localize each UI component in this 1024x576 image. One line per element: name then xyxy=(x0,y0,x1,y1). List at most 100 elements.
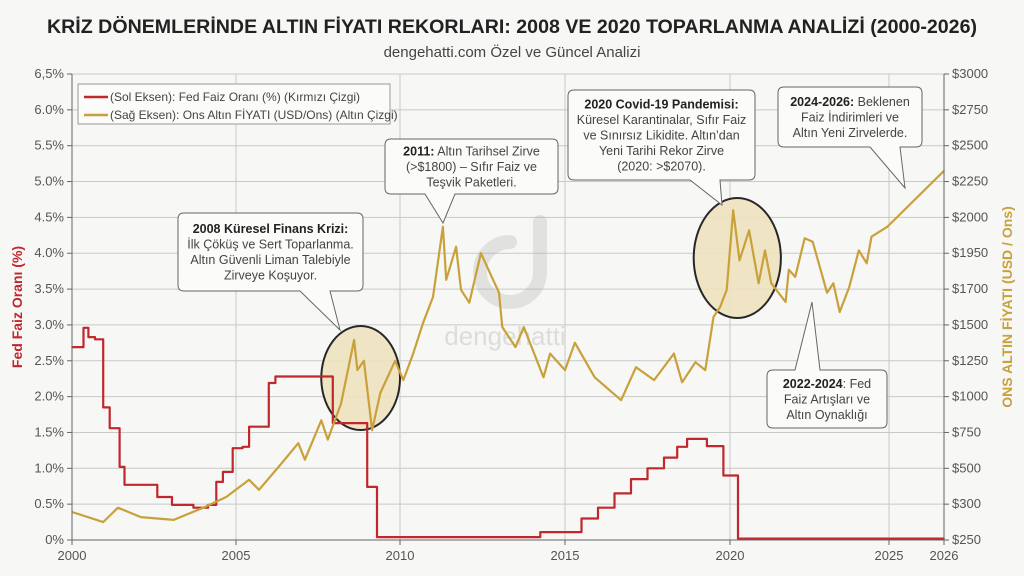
gold-price-point xyxy=(794,276,796,278)
gold-price-point xyxy=(870,235,873,238)
fed-rate-point xyxy=(630,478,632,480)
gold-price-point xyxy=(542,376,545,379)
fed-rate-point xyxy=(192,506,195,509)
x-tick-label: 2015 xyxy=(551,548,580,563)
gold-price-point xyxy=(297,442,300,445)
gold-price-point xyxy=(811,240,814,243)
y-left-tick-label: 0.5% xyxy=(34,496,64,511)
fed-rate-point xyxy=(151,483,154,486)
gold-price-point xyxy=(258,489,260,491)
gold-price-point xyxy=(681,381,683,384)
callout-line: Altın Oynaklığı xyxy=(786,408,867,422)
callout-text-segment: Zirveye Koşuyor. xyxy=(224,269,317,283)
gold-price-point xyxy=(564,369,566,371)
gold-price-point xyxy=(857,249,860,252)
y-right-tick-label: $1700 xyxy=(952,281,988,296)
gold-price-point xyxy=(320,419,323,422)
gold-price-point xyxy=(498,291,500,294)
chart-subtitle: dengehatti.com Özel ve Güncel Analizi xyxy=(384,43,641,61)
y-left-tick-label: 1.0% xyxy=(34,460,64,475)
callout-line: Zirveye Koşuyor. xyxy=(224,269,317,283)
gold-price-point xyxy=(803,237,806,239)
fed-rate-point xyxy=(82,326,85,329)
fed-rate-point xyxy=(171,504,173,506)
y-right-tick-label: $1250 xyxy=(952,353,988,368)
y-right-tick-label: $500 xyxy=(952,460,981,475)
gold-price-point xyxy=(832,282,835,285)
callout-box xyxy=(766,301,888,429)
y-left-tick-label: 6,5% xyxy=(34,66,64,81)
callout-text-segment: 2011: xyxy=(403,144,434,158)
callout-line: ve Sınırsız Likidite. Altın’dan xyxy=(583,128,739,142)
fed-rate-point xyxy=(268,382,270,384)
x-tick-label: 2026 xyxy=(930,548,959,563)
y-left-tick-label: 6.0% xyxy=(34,102,64,117)
fed-rate-point xyxy=(215,481,218,483)
gold-price-point xyxy=(826,291,828,294)
callout-box xyxy=(777,86,923,190)
gold-price-point xyxy=(704,369,707,371)
gold-price-point xyxy=(725,288,728,291)
watermark-logo: dengehatti xyxy=(444,215,566,351)
gold-price-point xyxy=(732,209,734,212)
y-left-tick-label: 1.5% xyxy=(34,424,64,439)
gold-price-point xyxy=(770,282,773,285)
fed-rate-point xyxy=(156,496,159,498)
y-right-tick-label: $250 xyxy=(952,532,981,547)
fed-rate-point xyxy=(580,517,583,520)
gold-price-point xyxy=(522,326,525,328)
gold-price-point xyxy=(694,361,697,364)
y-right-tick-label: $2250 xyxy=(952,174,988,189)
gold-price-point xyxy=(340,402,342,405)
gold-price-point xyxy=(225,496,227,498)
gold-price-point xyxy=(102,521,104,523)
fed-rate-point xyxy=(613,492,616,495)
fed-rate-point xyxy=(94,338,96,341)
callout-box xyxy=(177,212,364,332)
y-left-tick-label: 4.0% xyxy=(34,245,64,260)
legend: (Sol Eksen): Fed Faiz Oranı (%) (Kırmızı… xyxy=(77,83,398,125)
gold-price-point xyxy=(140,516,142,518)
gold-price-point xyxy=(460,288,462,291)
gold-price-point xyxy=(363,359,365,362)
y-right-label: ONS ALTIN FİYATI (USD / Ons) xyxy=(999,206,1015,407)
callout-text-segment: 2024-2026: xyxy=(790,95,854,109)
fed-rate-point xyxy=(676,446,678,448)
fed-rate-point xyxy=(567,531,570,533)
y-left-label: Fed Faiz Oranı (%) xyxy=(9,246,25,368)
callout-line: 2020 Covid-19 Pandemisi: xyxy=(584,97,738,111)
y-right-tick-label: $3000 xyxy=(952,66,988,81)
callout-text-segment: (2020: >$2070). xyxy=(617,159,706,173)
gold-price-point xyxy=(327,438,329,441)
gold-price-point xyxy=(172,519,175,521)
fed-rate-point xyxy=(118,466,121,468)
callout-2008: 2008 Küresel Finans Krizi: İlk Çöküş ve S… xyxy=(177,212,364,332)
gold-price-point xyxy=(838,311,841,313)
gold-price-point xyxy=(886,225,889,228)
gold-price-point xyxy=(719,306,721,308)
gold-price-point xyxy=(764,249,766,252)
callout-box xyxy=(384,138,559,225)
callout-line: Altın Yeni Zirvelerde. xyxy=(793,126,908,140)
gold-price-point xyxy=(865,262,868,265)
y-right-tick-label: $300 xyxy=(952,496,981,511)
fed-rate-point xyxy=(222,471,224,473)
fed-rate-point xyxy=(706,445,708,447)
legend-label-gold: (Sağ Eksen): Ons Altın FİYATI (USD/Ons) … xyxy=(110,108,398,122)
callout-text-segment: Küresel Karantinalar, Sıfır Faiz xyxy=(577,113,747,127)
gold-price-point xyxy=(117,506,119,509)
gold-price-point xyxy=(501,326,504,328)
highlight-circle-2020 xyxy=(692,197,782,319)
fed-rate-point xyxy=(166,496,168,498)
fed-rate-point xyxy=(646,467,649,470)
gold-price-point xyxy=(455,245,457,248)
y-left-tick-label: 3.5% xyxy=(34,281,64,296)
gold-price-point xyxy=(248,478,250,481)
x-tick-label: 2000 xyxy=(58,548,87,563)
y-left-tick-label: 2.5% xyxy=(34,353,64,368)
fed-rate-point xyxy=(102,406,104,409)
gold-price-point xyxy=(635,366,637,369)
callout-line: (2020: >$2070). xyxy=(617,159,706,173)
fed-rate-point xyxy=(366,486,369,488)
